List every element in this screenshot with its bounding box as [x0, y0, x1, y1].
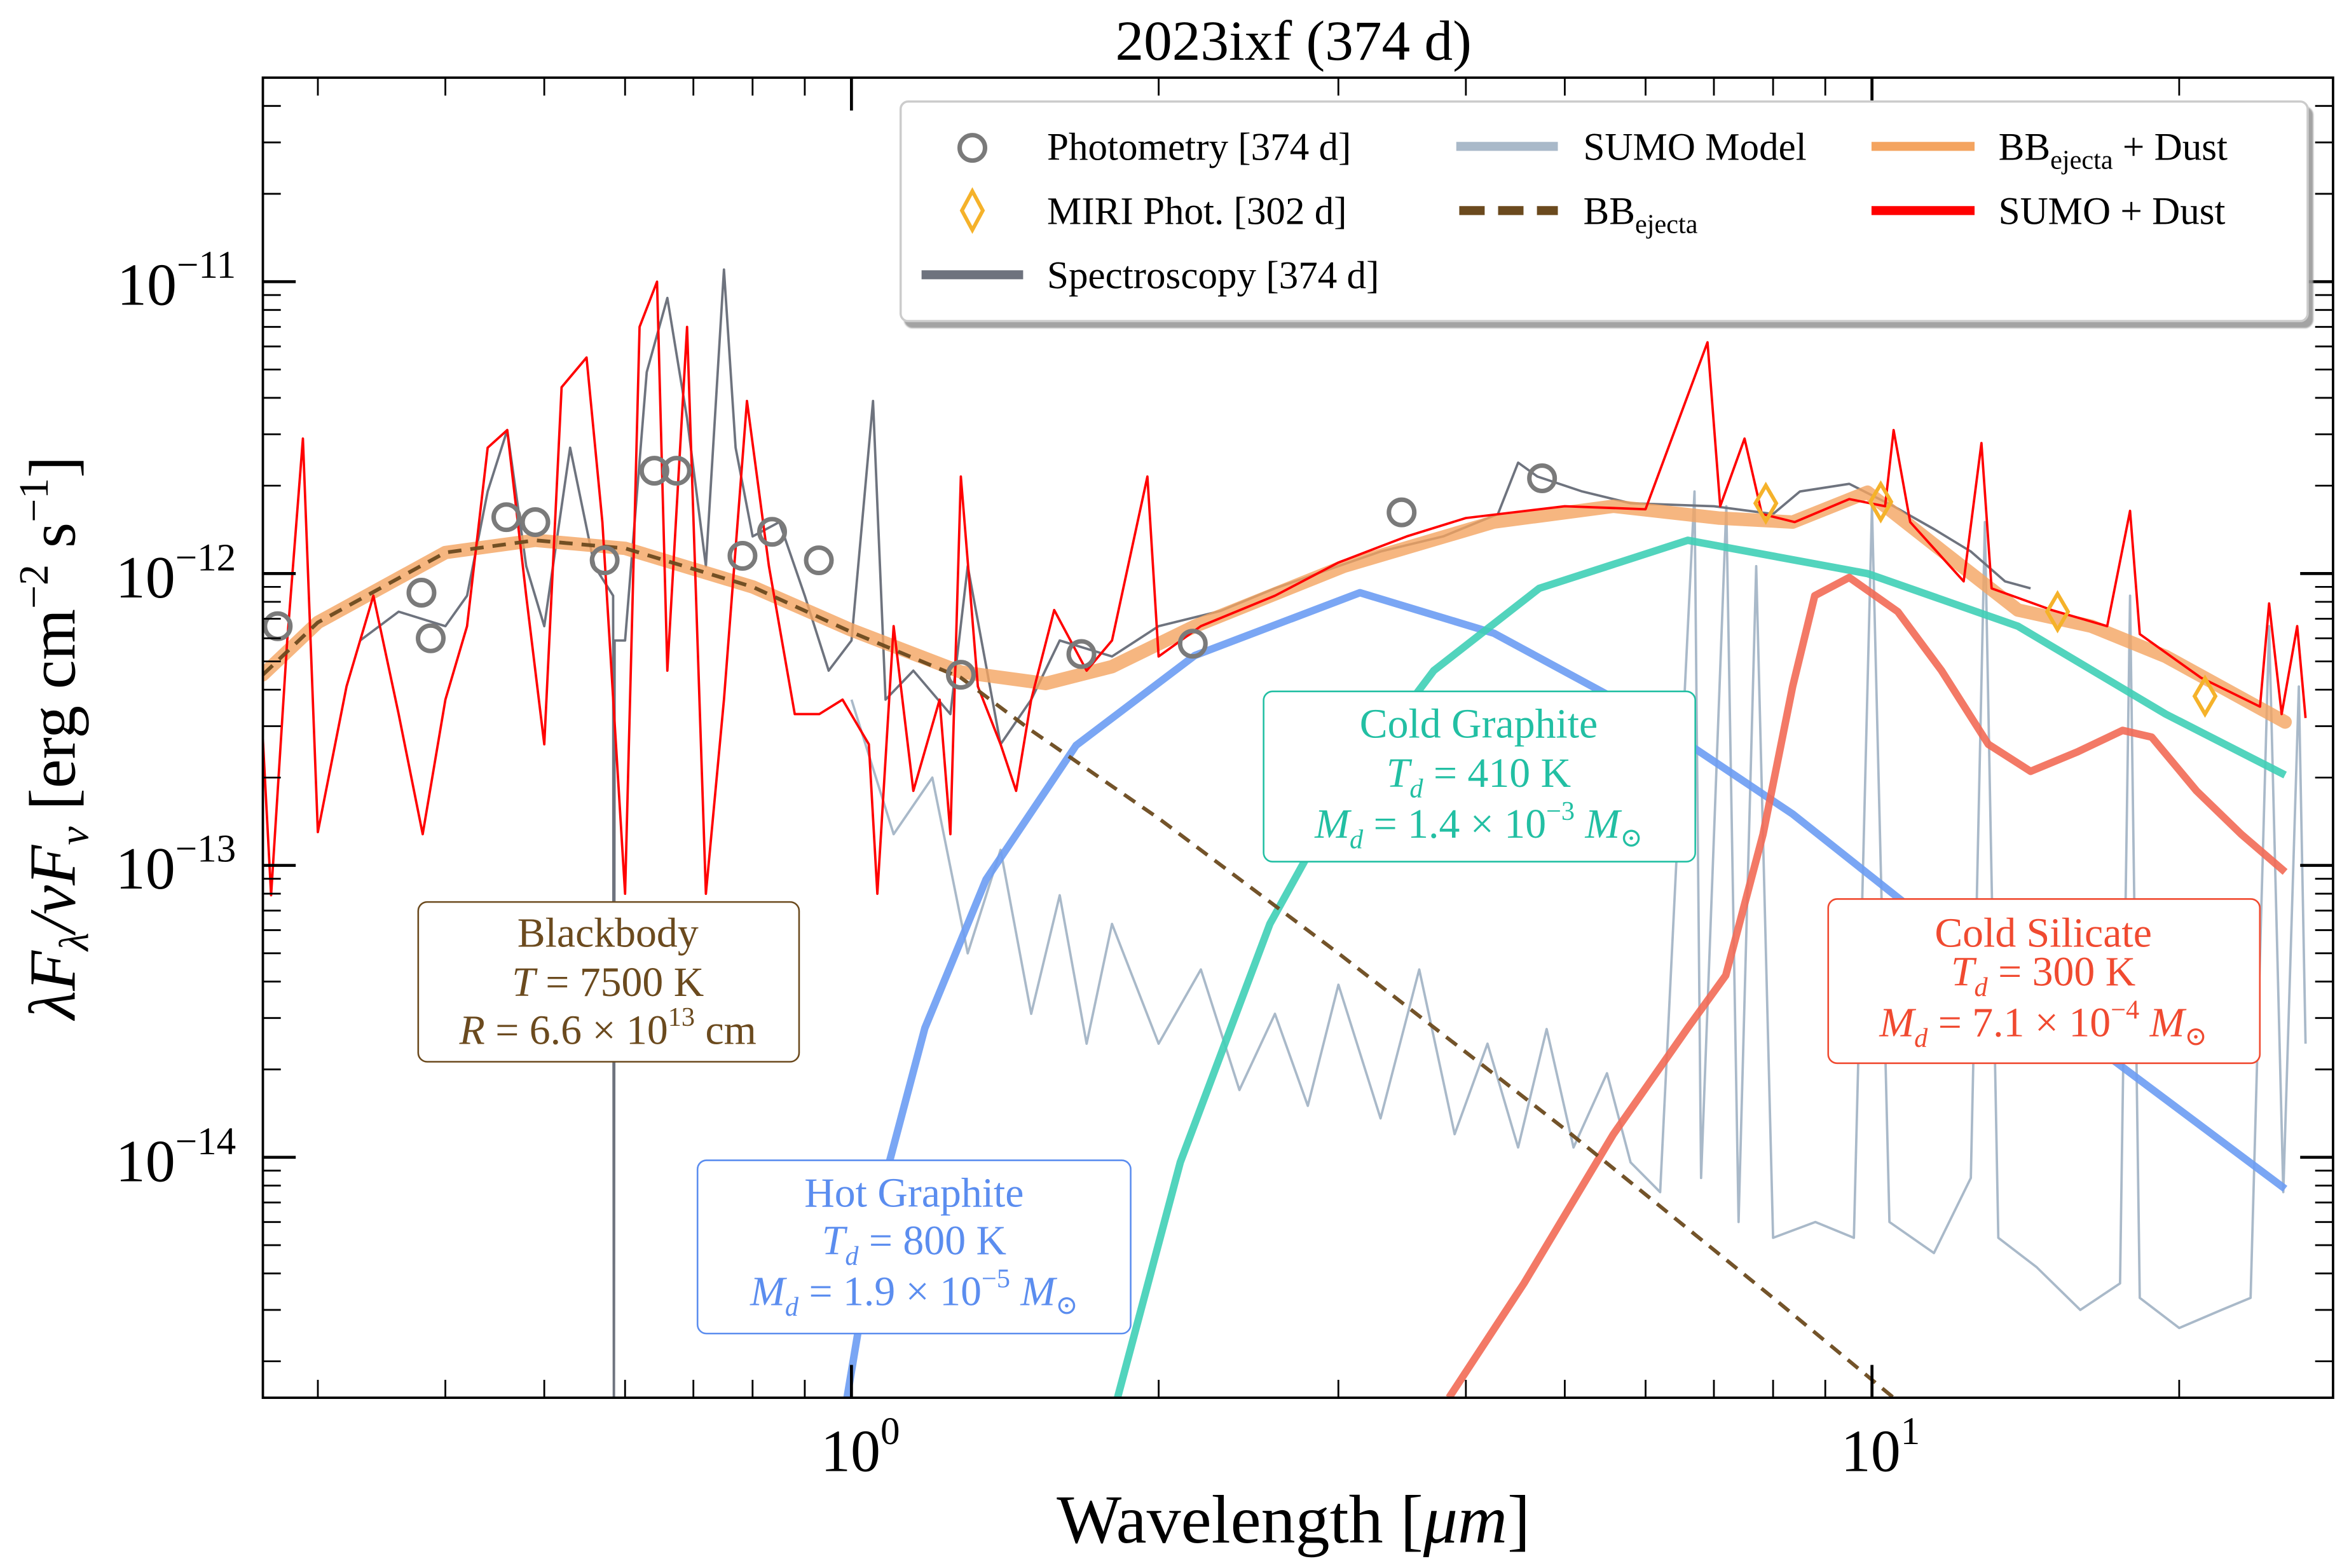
photometry-point — [520, 507, 551, 538]
photometry-point — [263, 611, 293, 641]
spectroscopy-line — [359, 268, 2031, 1398]
sumo-dust-line — [263, 280, 2307, 897]
legend-label: Spectroscopy [374 d] — [1047, 254, 1379, 297]
legend-item-bb-dust: BBejecta + Dust — [1871, 126, 2228, 175]
photometry-point — [491, 502, 521, 533]
y-tick-label: 10−14 — [116, 1121, 236, 1194]
y-tick-label: 10−12 — [116, 537, 236, 611]
annotation-mass: Md = 1.4 × 10−3 M⊙ — [1314, 796, 1643, 855]
plot-frame — [261, 76, 2334, 1400]
photometry-point — [1066, 639, 1097, 669]
photometry-point — [727, 541, 758, 571]
legend-item-miri: MIRI Phot. [302 d] — [959, 187, 1347, 235]
chart-title: 2023ixf (374 d) — [1116, 10, 1472, 72]
legend-diamond-marker-icon — [959, 187, 985, 235]
annotation-temperature: Td = 410 K — [1387, 750, 1571, 803]
photometry-point — [416, 623, 446, 653]
photometry-point — [661, 456, 692, 486]
bb-ejecta-line — [263, 538, 1896, 1398]
bb-dust-line — [263, 485, 2292, 729]
legend-box — [899, 100, 2309, 322]
photometry-point — [1527, 463, 1558, 494]
legend-label: SUMO + Dust — [1999, 190, 2226, 233]
photometry-point — [406, 577, 437, 608]
x-tick-label: 101 — [1841, 1410, 1921, 1484]
photometry-point — [945, 660, 976, 690]
cold-silicate-line — [1446, 573, 2288, 1398]
annotation-box — [1827, 898, 2261, 1065]
annotation-temperature: Td = 800 K — [822, 1218, 1006, 1271]
sumo-model-line — [850, 490, 2307, 1330]
annotation-radius: R = 6.6 × 1013 cm — [459, 1002, 757, 1053]
annotation-mass: Md = 7.1 × 10−4 M⊙ — [1879, 995, 2207, 1053]
legend-label: MIRI Phot. [302 d] — [1047, 190, 1347, 233]
annotation-title: Cold Silicate — [1935, 910, 2152, 957]
legend-circle-marker-icon — [957, 133, 988, 163]
legend-label: BBejecta + Dust — [1999, 126, 2228, 175]
annotation-box — [1263, 690, 1696, 862]
y-tick-label: 10−13 — [116, 828, 236, 902]
annotation-box — [696, 1159, 1132, 1335]
axis-ticks — [263, 76, 2333, 1398]
legend-item-sumo-model: SUMO Model — [1456, 126, 1807, 168]
legend-item-bb-ejecta: BBejecta — [1459, 190, 1698, 240]
legend: Photometry [374 d] MIRI Phot. [302 d] Sp… — [899, 100, 2309, 322]
miri-point — [1753, 481, 1779, 525]
x-tick-label: 100 — [821, 1410, 900, 1484]
series-layer — [263, 268, 2307, 1398]
legend-item-spectroscopy: Spectroscopy [374 d] — [921, 254, 1379, 297]
y-tick-label: 10−11 — [117, 244, 236, 318]
y-axis-label: λFλ/νFν [erg cm−2 s−1] — [11, 456, 97, 1021]
legend-item-photometry: Photometry [374 d] — [957, 126, 1351, 168]
annotation-box — [417, 901, 800, 1063]
miri-point — [2044, 590, 2071, 634]
annotation-temperature: T = 7500 K — [512, 959, 704, 1006]
legend-label: BBejecta — [1583, 190, 1697, 239]
miri-point — [1868, 480, 1894, 524]
annotation-title: Cold Graphite — [1360, 701, 1598, 747]
legend-item-sumo-dust: SUMO + Dust — [1871, 190, 2226, 233]
photometry-point — [1177, 629, 1208, 659]
annotation-temperature: Td = 300 K — [1951, 949, 2135, 1002]
y-tick-labels: 10−11 10−12 10−13 10−14 — [116, 244, 236, 1194]
x-tick-labels: 100 101 — [821, 1410, 1920, 1484]
photometry-point — [1387, 497, 1417, 528]
photometry-point — [639, 456, 669, 486]
photometry-point — [589, 545, 620, 576]
annotation-mass: Md = 1.9 × 10−5 M⊙ — [750, 1264, 1078, 1322]
annotation-blackbody: Blackbody T = 7500 K R = 6.6 × 1013 cm — [417, 901, 800, 1063]
miri-point — [2192, 674, 2218, 718]
photometry-point — [757, 517, 787, 547]
x-axis-label: Wavelength [μm] — [1057, 1482, 1530, 1558]
cold-graphite-line — [1114, 536, 2287, 1398]
legend-label: Photometry [374 d] — [1047, 126, 1351, 168]
photometry-point — [804, 545, 834, 576]
annotation-title: Hot Graphite — [804, 1169, 1024, 1216]
legend-label: SUMO Model — [1583, 126, 1806, 168]
annotation-title: Blackbody — [517, 910, 699, 957]
